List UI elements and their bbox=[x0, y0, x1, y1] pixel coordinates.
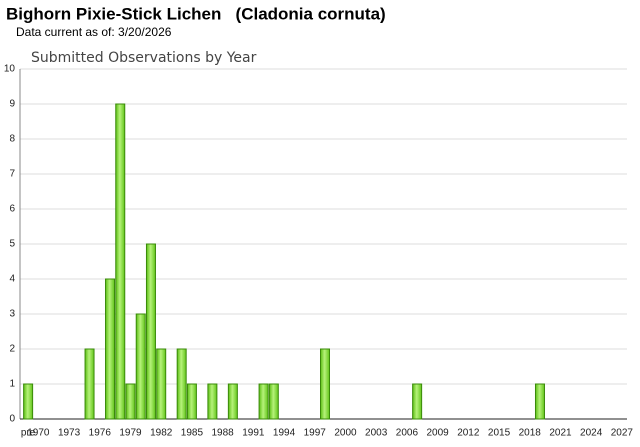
x-tick-label: 1982 bbox=[150, 428, 173, 439]
y-tick-label: 7 bbox=[9, 169, 15, 180]
x-tick-label: 2009 bbox=[426, 428, 449, 439]
x-tick-label: 1985 bbox=[181, 428, 204, 439]
x-tick-label: 1979 bbox=[119, 428, 142, 439]
x-tick-label: 2018 bbox=[519, 428, 542, 439]
x-tick-label: 1997 bbox=[304, 428, 327, 439]
x-tick-label: 2006 bbox=[396, 428, 419, 439]
x-tick-label: 1970 bbox=[27, 428, 50, 439]
x-tick-label: pre bbox=[21, 428, 36, 439]
x-tick-label: 2027 bbox=[611, 428, 634, 439]
bar bbox=[320, 348, 330, 420]
x-tick-label: 2012 bbox=[457, 428, 480, 439]
bar bbox=[156, 348, 167, 420]
y-tick-label: 5 bbox=[9, 239, 15, 250]
y-tick-label: 4 bbox=[9, 274, 15, 285]
y-tick-label: 2 bbox=[9, 344, 15, 355]
x-tick-label: 2003 bbox=[365, 428, 388, 439]
y-tick-label: 6 bbox=[9, 204, 15, 215]
chart-title: Submitted Observations by Year bbox=[31, 50, 257, 66]
bar bbox=[412, 383, 423, 420]
x-tick-label: 2000 bbox=[334, 428, 357, 439]
x-tick-label: 1988 bbox=[212, 428, 235, 439]
y-tick-label: 9 bbox=[9, 99, 15, 110]
y-tick-label: 10 bbox=[4, 64, 16, 75]
y-tick-label: 0 bbox=[9, 414, 15, 425]
bar bbox=[186, 383, 197, 420]
bar bbox=[227, 383, 238, 420]
bar bbox=[145, 243, 156, 420]
bar bbox=[23, 383, 34, 420]
y-tick-label: 8 bbox=[9, 134, 15, 145]
bar bbox=[534, 383, 545, 420]
bar bbox=[115, 103, 126, 420]
title: Bighorn Pixie-Stick Lichen (Cladonia cor… bbox=[6, 4, 386, 23]
y-tick-label: 3 bbox=[9, 309, 15, 320]
bar bbox=[135, 313, 146, 420]
subtitle: Data current as of: 3/20/2026 bbox=[16, 25, 172, 39]
bar bbox=[176, 348, 187, 420]
y-tick-label: 1 bbox=[9, 379, 15, 390]
x-tick-label: 1973 bbox=[58, 428, 81, 439]
x-tick-label: 1976 bbox=[89, 428, 112, 439]
bar bbox=[207, 383, 218, 420]
x-tick-label: 2021 bbox=[549, 428, 572, 439]
bar bbox=[84, 348, 95, 420]
x-tick-label: 1991 bbox=[242, 428, 265, 439]
x-tick-label: 2024 bbox=[580, 428, 603, 439]
x-tick-label: 1994 bbox=[273, 428, 296, 439]
bar bbox=[105, 278, 116, 420]
bar bbox=[268, 383, 279, 420]
bar bbox=[125, 383, 136, 420]
x-tick-label: 2015 bbox=[488, 428, 511, 439]
bar bbox=[258, 383, 269, 420]
